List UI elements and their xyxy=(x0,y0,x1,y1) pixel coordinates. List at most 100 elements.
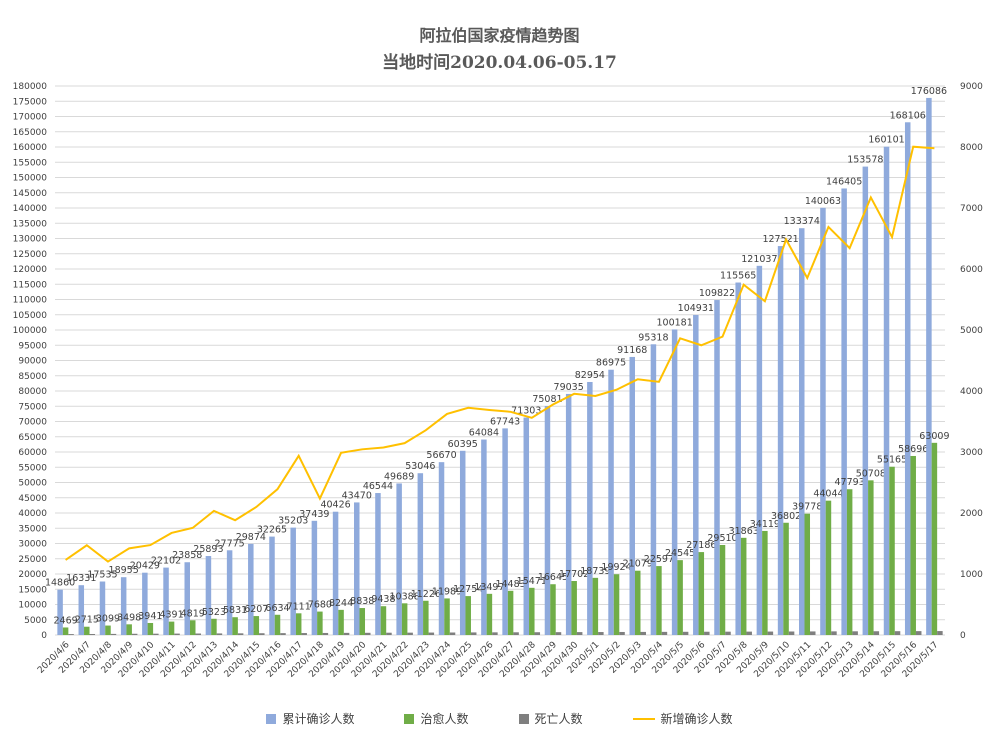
chart-subtitle: 当地时间2020.04.06-05.17 xyxy=(382,53,617,73)
bar-deaths xyxy=(831,631,837,635)
legend-label: 死亡人数 xyxy=(534,712,583,726)
bar-deaths xyxy=(301,633,307,635)
y-tick-label: 175000 xyxy=(13,97,48,107)
bar-recovered xyxy=(634,570,641,635)
data-label: 11989 xyxy=(432,586,462,597)
data-label: 63009 xyxy=(919,431,949,442)
data-label: 168106 xyxy=(890,110,926,121)
data-label: 2469 xyxy=(54,615,78,626)
y-tick-label: 90000 xyxy=(18,357,47,367)
bar-recovered xyxy=(910,455,916,635)
bar-recovered xyxy=(783,522,789,635)
data-label: 20429 xyxy=(130,561,160,572)
bar-deaths xyxy=(704,631,710,635)
data-label: 53046 xyxy=(405,461,435,472)
data-label: 43470 xyxy=(342,490,372,501)
data-label: 15471 xyxy=(517,576,547,587)
legend-swatch xyxy=(404,713,415,724)
bar-deaths xyxy=(407,632,413,635)
bar-cumulative xyxy=(735,282,741,635)
bar-deaths xyxy=(619,631,625,635)
bar-cumulative xyxy=(375,493,381,635)
bar-deaths xyxy=(195,633,201,635)
y2-tick-label: 2000 xyxy=(960,509,983,519)
y2-tick-label: 9000 xyxy=(960,82,983,92)
data-label: 14483 xyxy=(495,579,525,590)
bar-recovered xyxy=(105,625,111,635)
data-label: 140063 xyxy=(805,196,841,207)
bar-recovered xyxy=(592,577,599,635)
bar-cumulative xyxy=(290,527,296,635)
y-tick-label: 135000 xyxy=(13,219,48,229)
y-tick-label: 85000 xyxy=(18,372,47,382)
data-label: 64084 xyxy=(469,428,499,439)
y-tick-label: 50000 xyxy=(18,479,47,489)
legend-item-recovered[interactable]: 治愈人数 xyxy=(404,710,469,727)
y-tick-label: 120000 xyxy=(13,265,48,275)
data-label: 121037 xyxy=(741,254,777,265)
bar-deaths xyxy=(852,631,858,635)
bar-deaths xyxy=(68,634,74,635)
bar-recovered xyxy=(846,489,853,635)
data-label: 29510 xyxy=(707,533,737,544)
bar-cumulative xyxy=(693,314,699,635)
bar-recovered xyxy=(931,442,938,635)
bar-cumulative xyxy=(926,97,932,636)
bar-recovered xyxy=(444,598,450,635)
y-tick-label: 55000 xyxy=(18,463,47,473)
bar-cumulative xyxy=(248,543,254,635)
legend-line xyxy=(632,717,655,720)
data-label: 100181 xyxy=(656,317,692,328)
data-label: 12754 xyxy=(453,584,483,595)
bar-recovered xyxy=(465,596,471,635)
data-label: 56670 xyxy=(426,450,456,461)
data-label: 115565 xyxy=(720,271,756,282)
bar-cumulative xyxy=(184,562,190,635)
y-tick-label: 110000 xyxy=(13,296,48,306)
y2-tick-label: 4000 xyxy=(960,387,983,397)
bar-cumulative xyxy=(544,406,551,635)
data-label: 95318 xyxy=(638,332,668,343)
bar-deaths xyxy=(873,631,880,635)
y-tick-label: 115000 xyxy=(13,280,48,290)
data-label: 13497 xyxy=(474,582,504,593)
legend-item-deaths[interactable]: 死亡人数 xyxy=(518,710,583,727)
legend-item-cumulative[interactable]: 累计确诊人数 xyxy=(266,710,354,727)
bar-deaths xyxy=(661,631,668,635)
bar-recovered xyxy=(677,560,683,635)
y-tick-label: 65000 xyxy=(18,433,47,443)
bar-deaths xyxy=(576,632,583,635)
bar-recovered xyxy=(317,611,323,635)
bar-cumulative xyxy=(226,550,233,635)
bar-recovered xyxy=(189,620,196,635)
data-label: 36802 xyxy=(771,511,801,522)
bar-recovered xyxy=(507,590,514,635)
bar-cumulative xyxy=(608,369,614,635)
bar-cumulative xyxy=(565,393,572,635)
data-label: 8838 xyxy=(350,596,374,607)
data-label: 32265 xyxy=(257,525,287,536)
y-tick-label: 35000 xyxy=(18,524,47,534)
y-tick-label: 80000 xyxy=(18,387,47,397)
y-tick-label: 105000 xyxy=(13,311,48,321)
bar-recovered xyxy=(719,544,726,635)
bar-recovered xyxy=(423,600,429,635)
bar-recovered xyxy=(126,624,132,635)
data-label: 4391 xyxy=(159,610,183,621)
bar-deaths xyxy=(365,632,371,635)
bar-recovered xyxy=(62,627,69,635)
bar-deaths xyxy=(174,633,180,635)
data-label: 60395 xyxy=(448,439,478,450)
bar-deaths xyxy=(788,631,795,635)
bar-recovered xyxy=(84,626,90,635)
bar-cumulative xyxy=(714,300,720,635)
bar-deaths xyxy=(682,631,689,635)
data-label: 2715 xyxy=(75,615,99,626)
legend-item-new-cases[interactable]: 新增确诊人数 xyxy=(632,710,733,727)
bar-cumulative xyxy=(481,439,487,635)
bar-cumulative xyxy=(862,166,869,635)
legend-label: 治愈人数 xyxy=(420,712,469,726)
bar-recovered xyxy=(401,603,408,635)
data-label: 17702 xyxy=(559,569,589,580)
